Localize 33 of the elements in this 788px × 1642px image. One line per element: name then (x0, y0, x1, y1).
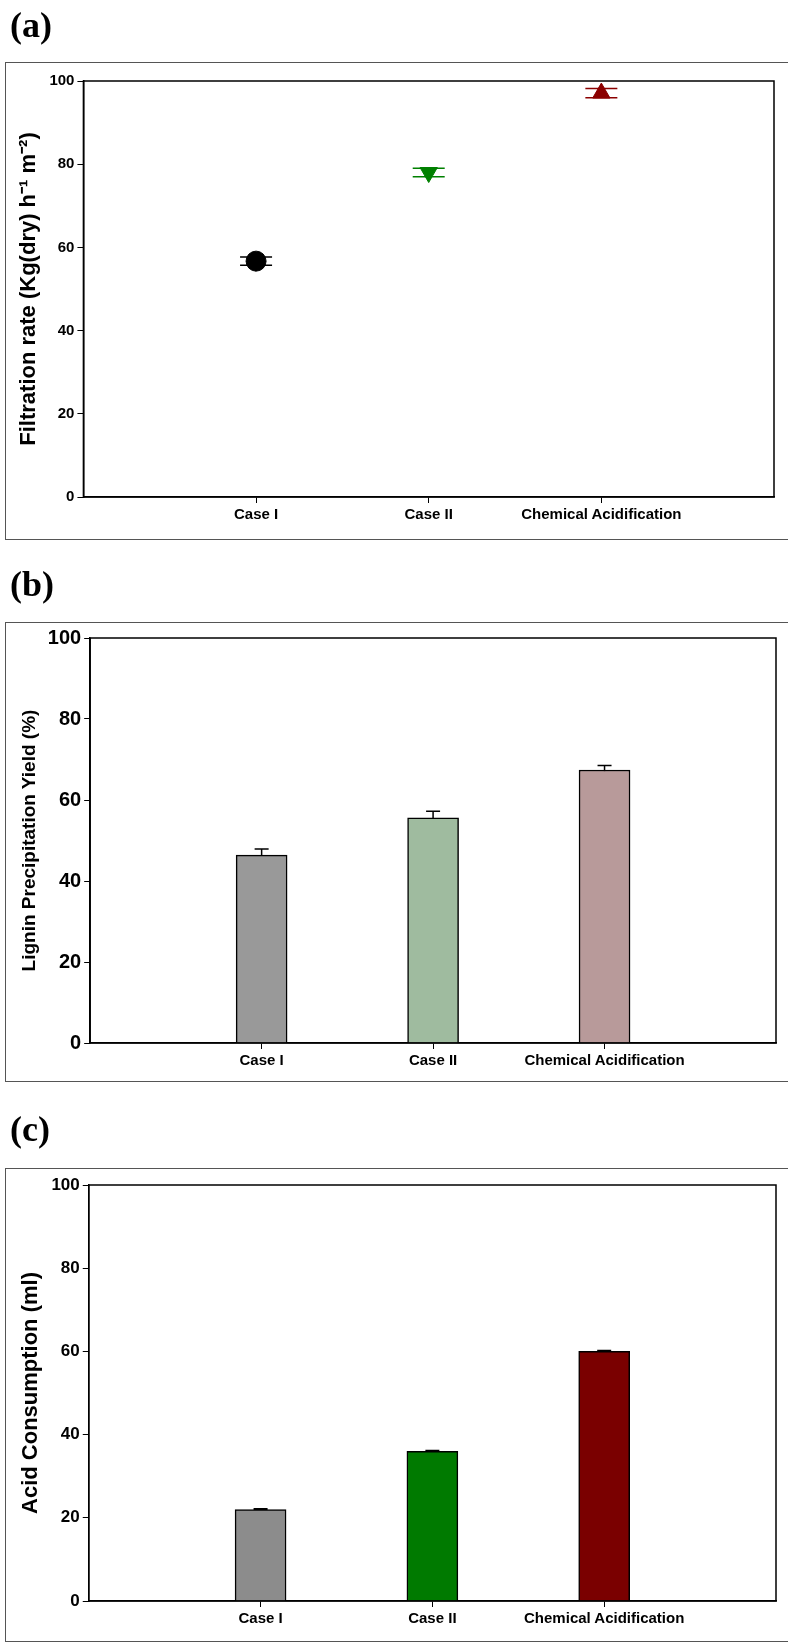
y-tick-label: 0 (66, 487, 75, 505)
x-tick-label: Case I (238, 1609, 283, 1627)
y-axis-title: Acid Consumption (ml) (17, 1272, 43, 1514)
x-tick-label: Case II (408, 1051, 458, 1069)
y-tick-label: 100 (49, 71, 75, 89)
y-tick-label: 0 (70, 1590, 80, 1610)
y-tick-label: 60 (57, 237, 75, 255)
chart-title: (c) (9, 1108, 51, 1151)
y-axis-title: Filtration rate (Kg(dry) h⁻¹ m⁻²) (15, 132, 41, 446)
y-tick-label: 100 (47, 625, 82, 648)
x-tick-label: Chemical Acidification (521, 505, 682, 523)
y-tick-label: 40 (60, 1424, 80, 1444)
y-tick-label: 20 (58, 949, 82, 972)
x-tick-label: Chemical Acidification (524, 1051, 685, 1069)
y-tick-label: 40 (58, 868, 82, 891)
y-tick-label: 60 (58, 787, 82, 810)
chart-title: (a) (9, 4, 53, 47)
y-tick-label: 80 (57, 154, 75, 172)
x-tick-label: Case I (239, 1051, 284, 1069)
y-tick-label: 100 (51, 1174, 80, 1194)
x-tick-label: Chemical Acidification (524, 1609, 685, 1627)
y-tick-label: 80 (58, 706, 82, 729)
y-tick-label: 20 (57, 403, 75, 421)
y-tick-label: 60 (60, 1341, 80, 1361)
x-tick-label: Case II (408, 1609, 457, 1627)
x-tick-label: Case II (404, 505, 453, 523)
y-tick-label: 20 (60, 1507, 80, 1527)
y-tick-label: 0 (70, 1030, 82, 1053)
y-axis-title: Lignin Precipitation Yield (%) (17, 709, 39, 972)
chart-title: (b) (9, 563, 55, 606)
y-tick-label: 80 (60, 1257, 80, 1277)
x-tick-label: Case I (233, 505, 279, 523)
y-tick-label: 40 (57, 320, 75, 338)
